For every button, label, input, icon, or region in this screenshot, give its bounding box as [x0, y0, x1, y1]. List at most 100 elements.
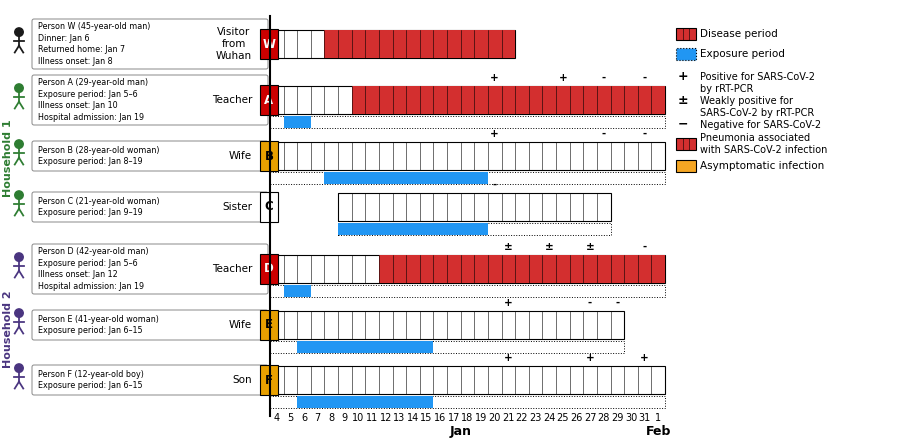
Bar	[583, 86, 597, 114]
Bar	[406, 255, 419, 283]
Bar	[434, 86, 447, 114]
Text: Person F (12-year-old boy)
Exposure period: Jan 6–15: Person F (12-year-old boy) Exposure peri…	[38, 370, 144, 390]
Bar	[338, 172, 352, 184]
Bar	[338, 341, 352, 353]
Bar	[284, 116, 297, 128]
Text: -: -	[601, 129, 606, 139]
Bar	[474, 223, 488, 235]
Bar	[676, 160, 696, 172]
Bar	[379, 255, 392, 283]
Bar	[474, 86, 488, 114]
Bar	[676, 48, 696, 60]
Text: +: +	[504, 298, 513, 308]
Text: ±: ±	[504, 242, 513, 252]
Bar	[270, 116, 665, 128]
Bar	[270, 366, 665, 394]
Text: 12: 12	[380, 413, 392, 423]
Bar	[556, 86, 570, 114]
Text: Person B (28-year-old woman)
Exposure period: Jan 8–19: Person B (28-year-old woman) Exposure pe…	[38, 145, 159, 166]
Bar	[392, 255, 406, 283]
Text: -: -	[492, 180, 497, 190]
Bar	[447, 255, 461, 283]
Bar	[297, 285, 310, 297]
Bar	[325, 172, 338, 184]
Bar	[352, 86, 365, 114]
Text: ±: ±	[586, 242, 595, 252]
Text: Asymptomatic infection: Asymptomatic infection	[700, 161, 824, 171]
Bar	[543, 255, 556, 283]
Bar	[338, 30, 352, 58]
Bar	[392, 30, 406, 58]
Text: 28: 28	[598, 413, 610, 423]
Bar	[597, 255, 610, 283]
Bar	[624, 86, 638, 114]
Bar	[583, 255, 597, 283]
Text: Wife: Wife	[229, 151, 252, 161]
Text: +: +	[586, 353, 595, 363]
Bar	[501, 86, 515, 114]
Bar	[297, 396, 310, 408]
Bar	[270, 142, 665, 170]
Bar	[570, 255, 583, 283]
Bar	[419, 172, 434, 184]
Text: −: −	[678, 118, 688, 131]
Bar	[624, 255, 638, 283]
Bar	[474, 255, 488, 283]
Bar	[352, 341, 365, 353]
Text: 29: 29	[611, 413, 624, 423]
Text: 8: 8	[328, 413, 335, 423]
Bar	[597, 86, 610, 114]
Text: 24: 24	[543, 413, 555, 423]
Bar	[310, 341, 325, 353]
Bar	[270, 396, 665, 408]
Bar	[543, 86, 556, 114]
Text: -: -	[643, 129, 647, 139]
Text: 1: 1	[655, 413, 661, 423]
Text: -: -	[616, 298, 619, 308]
Bar	[474, 172, 488, 184]
Text: 23: 23	[529, 413, 542, 423]
Text: Person W (45-year-old man)
Dinner: Jan 6
Returned home: Jan 7
Illness onset: Jan: Person W (45-year-old man) Dinner: Jan 6…	[38, 22, 150, 66]
Bar	[652, 86, 665, 114]
Text: 17: 17	[447, 413, 460, 423]
Text: +: +	[559, 73, 567, 83]
Bar	[434, 30, 447, 58]
Bar	[652, 255, 665, 283]
Text: +: +	[491, 129, 500, 139]
Bar	[270, 311, 624, 339]
Text: Son: Son	[232, 375, 252, 385]
Text: C: C	[265, 201, 274, 214]
Bar	[570, 86, 583, 114]
Bar	[297, 341, 310, 353]
Text: 10: 10	[353, 413, 364, 423]
Bar	[338, 223, 610, 235]
Text: 27: 27	[584, 413, 597, 423]
Text: +: +	[640, 353, 649, 363]
Bar	[676, 28, 696, 40]
Bar	[260, 141, 278, 171]
Text: Pneumonia associated
with SARS-CoV-2 infection: Pneumonia associated with SARS-CoV-2 inf…	[700, 133, 827, 155]
Bar	[529, 255, 543, 283]
Bar	[379, 172, 392, 184]
FancyBboxPatch shape	[32, 75, 268, 125]
Text: 15: 15	[420, 413, 433, 423]
Bar	[338, 193, 610, 221]
Bar	[338, 396, 352, 408]
Bar	[365, 86, 379, 114]
Text: Jan: Jan	[450, 425, 472, 438]
Text: 25: 25	[556, 413, 569, 423]
Bar	[515, 86, 529, 114]
Text: -: -	[601, 73, 606, 83]
Bar	[260, 29, 278, 59]
Bar	[461, 30, 474, 58]
Text: -: -	[643, 242, 647, 252]
Circle shape	[14, 140, 23, 149]
Bar	[488, 86, 501, 114]
Text: Household 1: Household 1	[3, 119, 13, 197]
Text: +: +	[504, 353, 513, 363]
Bar	[379, 86, 392, 114]
Bar	[447, 223, 461, 235]
Bar	[352, 172, 365, 184]
Bar	[270, 86, 665, 114]
Bar	[338, 223, 352, 235]
